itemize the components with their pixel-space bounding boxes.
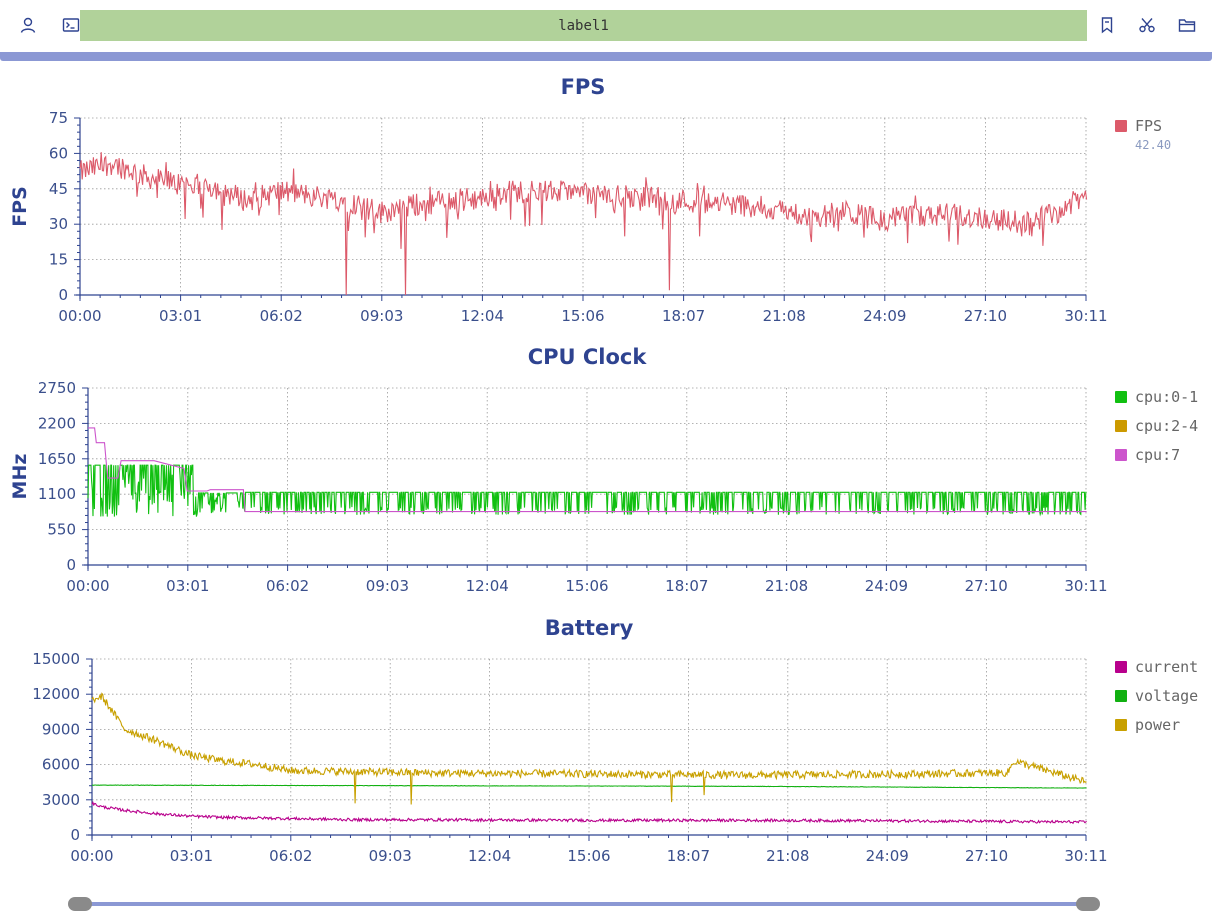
user-icon[interactable] <box>15 12 41 38</box>
x-tick-label: 06:02 <box>269 847 312 865</box>
x-tick-label: 21:08 <box>766 847 809 865</box>
y-tick-label: 15000 <box>32 650 80 668</box>
x-tick-label: 21:08 <box>765 577 808 595</box>
y-tick-label: 6000 <box>42 756 80 774</box>
x-tick-label: 30:11 <box>1064 847 1107 865</box>
legend-swatch <box>1115 391 1127 403</box>
legend-swatch <box>1115 661 1127 673</box>
series-line-current <box>91 800 1087 825</box>
y-tick-label: 0 <box>66 556 76 574</box>
x-tick-label: 27:10 <box>965 577 1008 595</box>
x-tick-label: 03:01 <box>170 847 213 865</box>
time-range-slider[interactable] <box>68 895 1100 913</box>
y-tick-label: 15 <box>49 251 68 269</box>
y-tick-label: 1650 <box>38 450 76 468</box>
bookmark-icon[interactable] <box>1094 12 1120 38</box>
x-tick-label: 30:11 <box>1064 307 1107 325</box>
y-tick-label: 2750 <box>38 379 76 397</box>
series-line-cpu-7 <box>88 427 1087 513</box>
x-tick-label: 15:06 <box>567 847 610 865</box>
legend-value: 42.40 <box>1135 138 1171 152</box>
y-axis-label: MHz <box>9 454 31 500</box>
legend-label: cpu:0-1 <box>1135 388 1198 406</box>
y-tick-label: 3000 <box>42 791 80 809</box>
x-tick-label: 00:00 <box>70 847 113 865</box>
x-tick-label: 09:03 <box>369 847 412 865</box>
legend-label: cpu:7 <box>1135 446 1180 464</box>
x-tick-label: 03:01 <box>166 577 209 595</box>
folder-icon[interactable] <box>1174 12 1200 38</box>
series-line-FPS <box>79 152 1088 296</box>
x-tick-label: 00:00 <box>58 307 101 325</box>
chart-title: FPS <box>561 75 606 99</box>
legend-swatch <box>1115 449 1127 461</box>
scissors-icon[interactable] <box>1134 12 1160 38</box>
legend-label: voltage <box>1135 687 1198 705</box>
legend-label: power <box>1135 716 1180 734</box>
x-tick-label: 12:04 <box>461 307 504 325</box>
toolbar-divider <box>0 52 1212 61</box>
x-tick-label: 27:10 <box>965 847 1008 865</box>
y-tick-label: 12000 <box>32 685 80 703</box>
x-tick-label: 12:04 <box>468 847 511 865</box>
label-bar[interactable]: label1 <box>80 10 1087 41</box>
chart-2: Battery 00:00 03:01 06:02 09:03 12:04 15:06 18:… <box>32 616 1198 865</box>
series-line-voltage <box>92 784 1087 789</box>
x-tick-label: 24:09 <box>863 307 906 325</box>
chart-1: CPU Clock MHz 00:00 03:01 06:02 09:03 12:04 15:… <box>9 345 1198 595</box>
x-tick-label: 18:07 <box>665 577 708 595</box>
x-tick-label: 09:03 <box>366 577 409 595</box>
charts-area: FPS FPS 00:00 03:01 06:02 09:03 12:04 15:06 18:0… <box>9 75 1198 865</box>
legend-swatch <box>1115 420 1127 432</box>
x-tick-label: 06:02 <box>260 307 303 325</box>
slider-track <box>80 902 1088 906</box>
y-tick-label: 550 <box>47 521 76 539</box>
x-tick-label: 21:08 <box>763 307 806 325</box>
y-tick-label: 60 <box>49 144 68 162</box>
y-axis-label: FPS <box>9 186 31 227</box>
x-tick-label: 24:09 <box>866 847 909 865</box>
legend-label: FPS <box>1135 117 1162 135</box>
chart-title: Battery <box>545 616 634 640</box>
x-tick-label: 24:09 <box>865 577 908 595</box>
chart-title: CPU Clock <box>528 345 648 369</box>
y-tick-label: 30 <box>49 215 68 233</box>
y-tick-label: 2200 <box>38 414 76 432</box>
x-tick-label: 00:00 <box>66 577 109 595</box>
x-tick-label: 03:01 <box>159 307 202 325</box>
legend-swatch <box>1115 719 1127 731</box>
chart-0: FPS FPS 00:00 03:01 06:02 09:03 12:04 15:06 18:0… <box>9 75 1171 325</box>
x-tick-label: 09:03 <box>360 307 403 325</box>
series-line-cpu-0-1 <box>87 464 1087 517</box>
legend-swatch <box>1115 120 1127 132</box>
legend-label: current <box>1135 658 1198 676</box>
legend-label: cpu:2-4 <box>1135 417 1198 435</box>
legend-swatch <box>1115 690 1127 702</box>
y-tick-label: 0 <box>58 286 68 304</box>
x-tick-label: 12:04 <box>466 577 509 595</box>
y-tick-label: 0 <box>70 826 80 844</box>
series-line-power <box>91 692 1087 805</box>
y-tick-label: 1100 <box>38 485 76 503</box>
x-tick-label: 18:07 <box>662 307 705 325</box>
x-tick-label: 15:06 <box>561 307 604 325</box>
y-tick-label: 45 <box>49 180 68 198</box>
x-tick-label: 30:11 <box>1064 577 1107 595</box>
label-text: label1 <box>558 17 609 34</box>
toolbar: label1 <box>0 0 1212 52</box>
slider-start-handle[interactable] <box>68 897 92 911</box>
slider-end-handle[interactable] <box>1076 897 1100 911</box>
y-tick-label: 9000 <box>42 720 80 738</box>
x-tick-label: 27:10 <box>964 307 1007 325</box>
x-tick-label: 18:07 <box>667 847 710 865</box>
x-tick-label: 15:06 <box>565 577 608 595</box>
terminal-icon[interactable] <box>58 12 84 38</box>
x-tick-label: 06:02 <box>266 577 309 595</box>
y-tick-label: 75 <box>49 109 68 127</box>
